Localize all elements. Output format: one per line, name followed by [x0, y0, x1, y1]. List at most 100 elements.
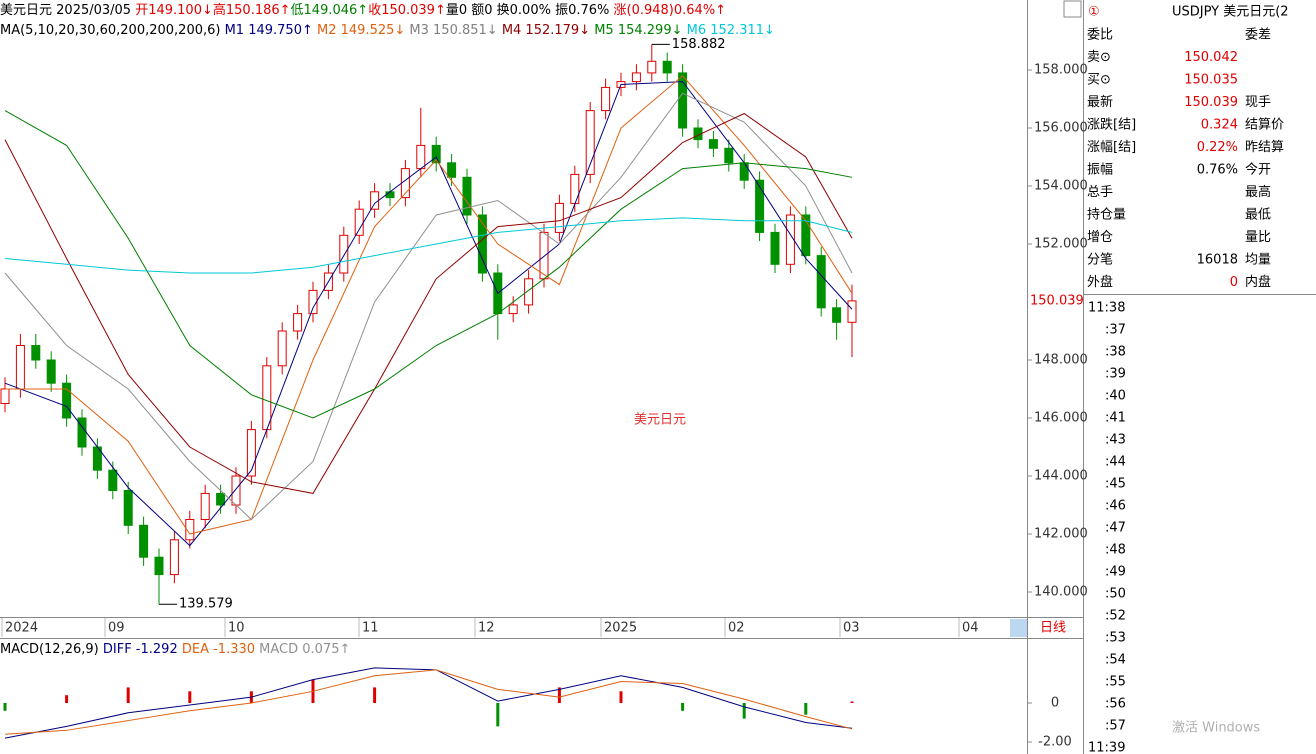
row-label-2: 结算价	[1245, 118, 1284, 133]
candle-body	[524, 278, 534, 306]
row-label: 分笔	[1087, 252, 1113, 268]
y-tick-label: 148.000	[1034, 353, 1088, 368]
candle-body	[539, 231, 549, 280]
y-tick-label: 142.000	[1034, 527, 1088, 542]
segment: DIFF -1.292	[103, 642, 182, 657]
row-value: 0.324	[1201, 118, 1238, 133]
row-label: 持仓量	[1087, 208, 1126, 223]
x-tick-label: 04	[962, 621, 979, 636]
x-tick-label: 10	[228, 621, 245, 636]
candle-body	[570, 173, 580, 204]
tick-time: :53	[1105, 631, 1126, 646]
candle-body	[169, 539, 179, 576]
row-label: 振幅	[1087, 163, 1113, 178]
last-price: 150.039	[1030, 293, 1084, 308]
tick-time: :38	[1105, 345, 1126, 360]
ma-line	[4, 110, 853, 419]
ma-line	[5, 75, 853, 535]
tick-time: :54	[1105, 653, 1126, 668]
high-label: 158.882	[672, 37, 726, 52]
quote-icon: ①	[1088, 5, 1100, 20]
row-value: 0	[1230, 275, 1238, 290]
candle-body	[601, 86, 611, 112]
y-tick-label: 152.000	[1034, 237, 1088, 252]
candle-body	[31, 345, 41, 361]
candle-body	[462, 176, 472, 216]
candle-body	[724, 147, 734, 164]
activation-watermark: 激活 Windows	[1172, 721, 1260, 736]
row-label: 外盘	[1087, 274, 1113, 290]
candle-body	[370, 191, 380, 210]
x-tick-label: 2024	[5, 621, 38, 636]
tick-time: :47	[1105, 521, 1126, 536]
last-price-box	[1028, 292, 1083, 309]
ma-line	[4, 217, 853, 274]
candle-body	[678, 72, 688, 129]
tick-time: :45	[1105, 477, 1126, 492]
tick-time: :37	[1105, 323, 1126, 338]
row-value: 0.22%	[1197, 140, 1238, 155]
candle-body	[385, 191, 395, 199]
candle-body	[739, 162, 749, 181]
row-value: 0.76%	[1197, 163, 1238, 178]
candle-body	[631, 72, 641, 83]
row-label-2: 均量	[1245, 253, 1271, 268]
macd-line	[4, 669, 853, 735]
candle-body	[554, 202, 564, 233]
ma-line	[4, 112, 853, 494]
candle-body	[832, 307, 842, 323]
candle-body	[216, 492, 226, 506]
tick-time: :39	[1105, 367, 1126, 382]
candle-body	[308, 289, 318, 315]
tick-time: :52	[1105, 609, 1126, 624]
candle-body	[755, 179, 765, 233]
x-tick-label: 11	[362, 621, 379, 636]
x-tick-label: 12	[478, 621, 495, 636]
y-tick-label: 158.000	[1034, 63, 1088, 78]
ma-line	[4, 92, 853, 521]
candle-body	[185, 519, 195, 541]
candle-body	[339, 234, 349, 274]
segment: DEA -1.330	[182, 642, 259, 657]
candle-body	[15, 345, 25, 390]
candle-body	[0, 388, 10, 405]
tick-time: :46	[1105, 499, 1126, 514]
segment: M4 152.179↓	[502, 23, 594, 38]
y-tick-label: 154.000	[1034, 179, 1088, 194]
candle-body	[354, 208, 364, 236]
tick-time: :49	[1105, 565, 1126, 580]
tick-time: :57	[1105, 719, 1126, 734]
segment: M2 149.525↓	[317, 23, 409, 38]
segment: 美元日元	[0, 3, 52, 18]
segment: MA(5,10,20,30,60,200,200,200,6)	[0, 23, 225, 38]
candle-body	[447, 162, 457, 178]
y-tick-label: 0	[1051, 696, 1059, 711]
segment: 量0 额0 换0.00% 振0.76%	[446, 3, 614, 18]
row-label: 涨跌[结]	[1087, 117, 1136, 133]
y-tick-label: 146.000	[1034, 411, 1088, 426]
candle-body	[477, 214, 487, 274]
y-tick-label: 144.000	[1034, 469, 1088, 484]
segment: 收150.039↑	[368, 3, 446, 18]
row-value: 16018	[1197, 253, 1238, 268]
candle-body	[708, 139, 718, 149]
candle-body	[585, 110, 595, 175]
y-tick-label: 156.000	[1034, 121, 1088, 136]
candle-body	[139, 524, 149, 558]
tick-time: :56	[1105, 697, 1126, 712]
row-label-2: 今开	[1245, 162, 1271, 178]
row-label-2: 内盘	[1245, 274, 1271, 290]
candle-body	[801, 214, 811, 257]
macd-legend: MACD(12,26,9) DIFF -1.292 DEA -1.330 MAC…	[0, 642, 350, 657]
low-label: 139.579	[179, 597, 233, 612]
candle-body	[293, 313, 303, 332]
scroll-box[interactable]	[1010, 619, 1027, 637]
tick-time: 11:39	[1088, 741, 1125, 754]
tick-time: :48	[1105, 543, 1126, 558]
row-label: 委比	[1087, 28, 1113, 43]
row-label-2: 委差	[1245, 28, 1271, 43]
quote-title: USDJPY 美元日元(2	[1172, 5, 1289, 20]
toggle-box[interactable]	[1063, 0, 1082, 18]
tick-time: 11:38	[1088, 301, 1125, 316]
